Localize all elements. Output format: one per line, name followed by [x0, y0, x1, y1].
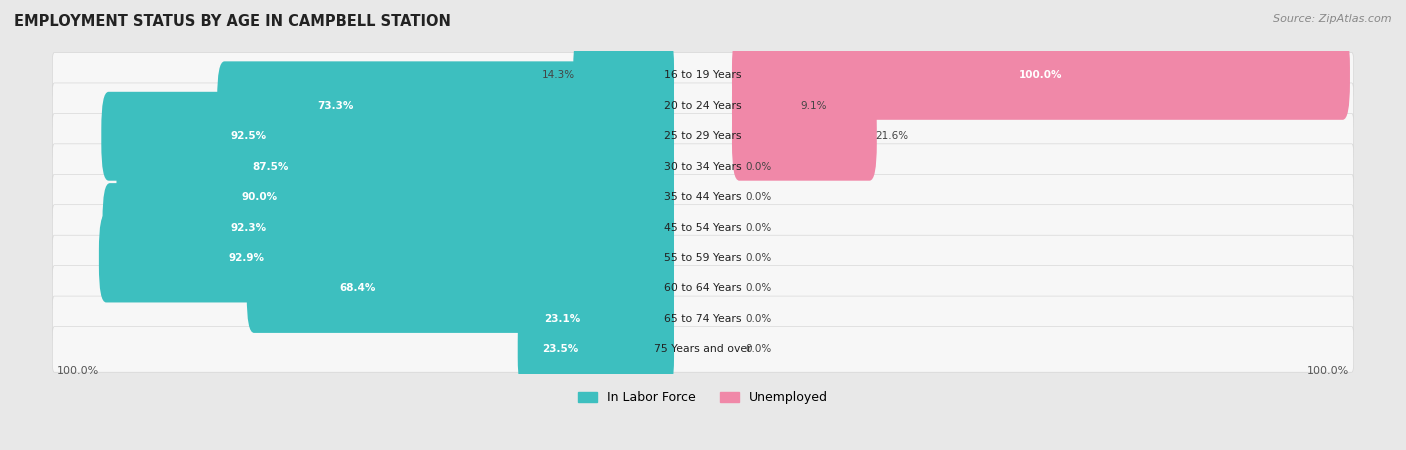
FancyBboxPatch shape	[52, 174, 1354, 220]
FancyBboxPatch shape	[52, 113, 1354, 159]
Text: EMPLOYMENT STATUS BY AGE IN CAMPBELL STATION: EMPLOYMENT STATUS BY AGE IN CAMPBELL STA…	[14, 14, 451, 28]
Text: 100.0%: 100.0%	[1019, 70, 1063, 81]
FancyBboxPatch shape	[52, 266, 1354, 311]
Text: 30 to 34 Years: 30 to 34 Years	[664, 162, 742, 172]
Text: 14.3%: 14.3%	[541, 70, 575, 81]
FancyBboxPatch shape	[98, 214, 673, 302]
FancyBboxPatch shape	[217, 61, 673, 150]
FancyBboxPatch shape	[52, 83, 1354, 129]
Text: 0.0%: 0.0%	[745, 344, 772, 354]
Text: 75 Years and over: 75 Years and over	[654, 344, 752, 354]
Text: 0.0%: 0.0%	[745, 192, 772, 202]
Text: 23.5%: 23.5%	[543, 344, 578, 354]
FancyBboxPatch shape	[246, 244, 673, 333]
FancyBboxPatch shape	[132, 122, 673, 211]
Text: 68.4%: 68.4%	[339, 284, 375, 293]
Text: 73.3%: 73.3%	[316, 101, 353, 111]
Text: 87.5%: 87.5%	[253, 162, 288, 172]
Text: 65 to 74 Years: 65 to 74 Years	[664, 314, 742, 324]
FancyBboxPatch shape	[52, 53, 1354, 98]
Text: 92.3%: 92.3%	[231, 223, 267, 233]
FancyBboxPatch shape	[117, 153, 673, 242]
FancyBboxPatch shape	[52, 205, 1354, 250]
Text: 23.1%: 23.1%	[544, 314, 581, 324]
Text: 0.0%: 0.0%	[745, 253, 772, 263]
Text: 20 to 24 Years: 20 to 24 Years	[664, 101, 742, 111]
Text: 9.1%: 9.1%	[800, 101, 827, 111]
Legend: In Labor Force, Unemployed: In Labor Force, Unemployed	[572, 387, 834, 410]
Text: 60 to 64 Years: 60 to 64 Years	[664, 284, 742, 293]
FancyBboxPatch shape	[733, 31, 1350, 120]
Text: 35 to 44 Years: 35 to 44 Years	[664, 192, 742, 202]
FancyBboxPatch shape	[520, 274, 673, 363]
FancyBboxPatch shape	[52, 235, 1354, 281]
FancyBboxPatch shape	[733, 92, 877, 181]
Text: 0.0%: 0.0%	[745, 314, 772, 324]
Text: 55 to 59 Years: 55 to 59 Years	[664, 253, 742, 263]
Text: 25 to 29 Years: 25 to 29 Years	[664, 131, 742, 141]
Text: 21.6%: 21.6%	[876, 131, 908, 141]
FancyBboxPatch shape	[574, 31, 673, 120]
Text: 45 to 54 Years: 45 to 54 Years	[664, 223, 742, 233]
Text: 100.0%: 100.0%	[58, 366, 100, 376]
Text: 16 to 19 Years: 16 to 19 Years	[664, 70, 742, 81]
FancyBboxPatch shape	[52, 296, 1354, 342]
Text: 0.0%: 0.0%	[745, 223, 772, 233]
FancyBboxPatch shape	[52, 327, 1354, 372]
FancyBboxPatch shape	[733, 61, 801, 150]
FancyBboxPatch shape	[52, 144, 1354, 189]
Text: 92.9%: 92.9%	[228, 253, 264, 263]
Text: 92.5%: 92.5%	[231, 131, 266, 141]
Text: Source: ZipAtlas.com: Source: ZipAtlas.com	[1274, 14, 1392, 23]
FancyBboxPatch shape	[103, 183, 673, 272]
FancyBboxPatch shape	[517, 305, 673, 394]
Text: 90.0%: 90.0%	[242, 192, 277, 202]
FancyBboxPatch shape	[101, 92, 673, 181]
Text: 100.0%: 100.0%	[1306, 366, 1348, 376]
Text: 0.0%: 0.0%	[745, 284, 772, 293]
Text: 0.0%: 0.0%	[745, 162, 772, 172]
